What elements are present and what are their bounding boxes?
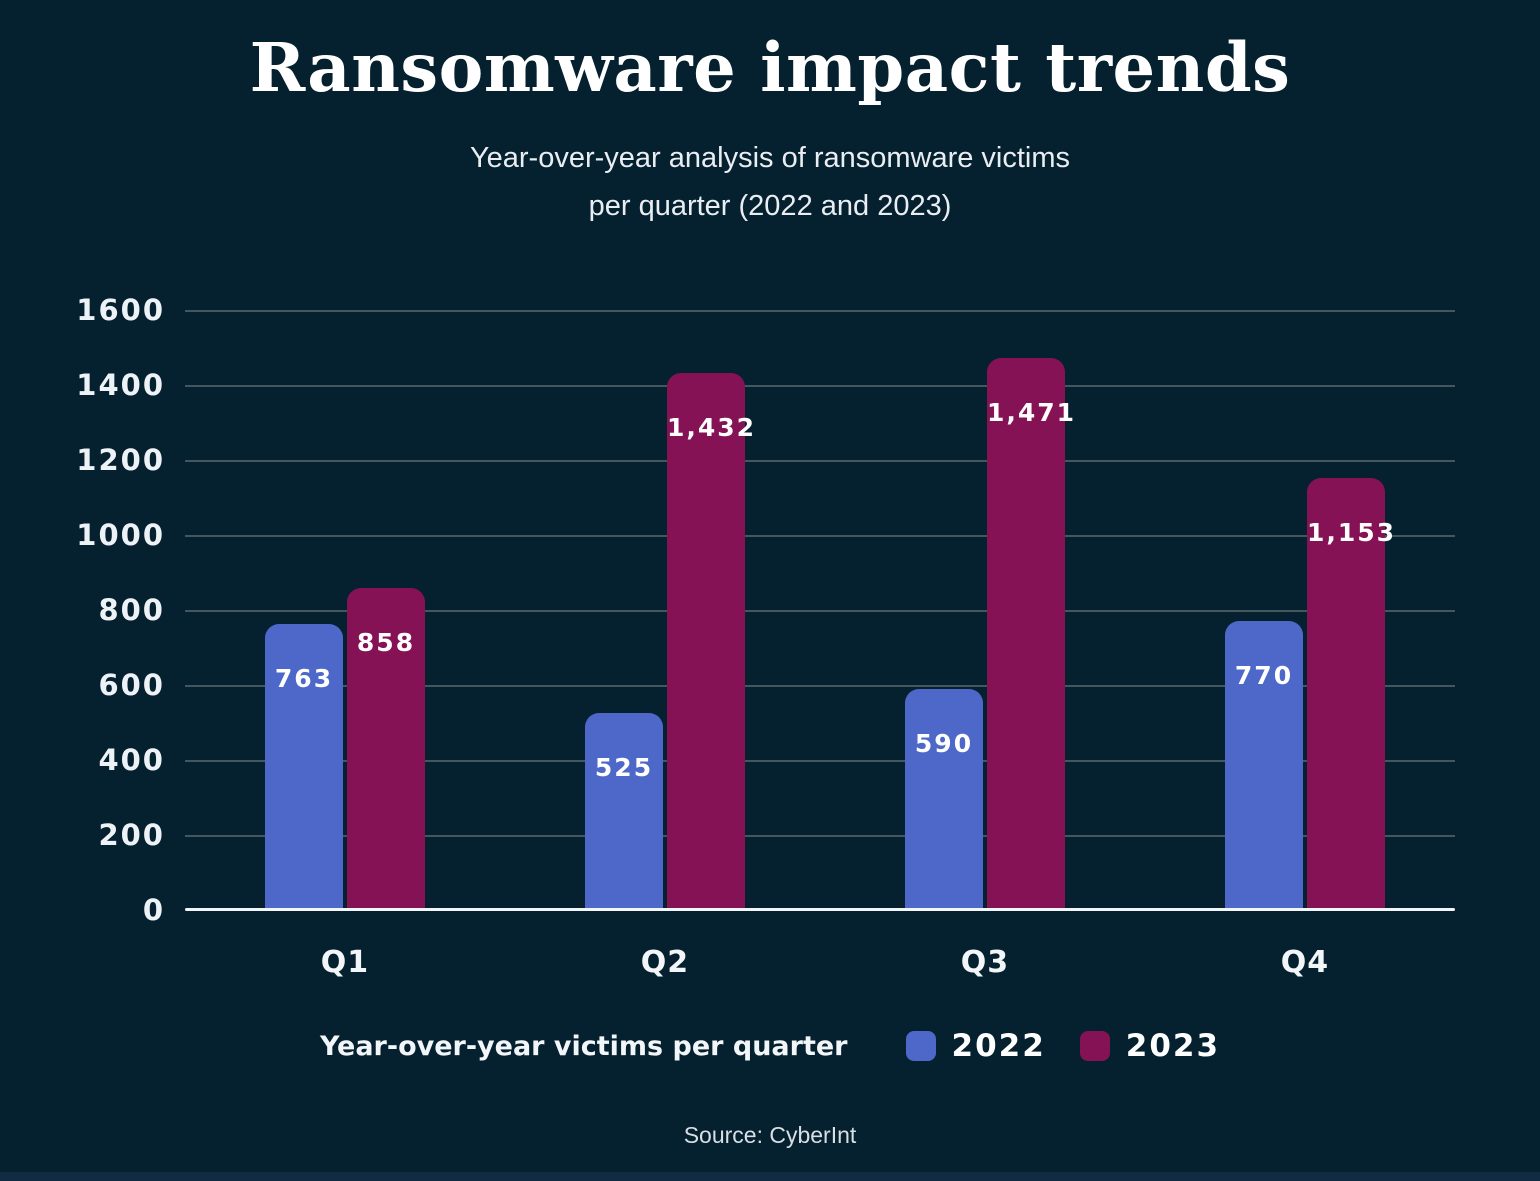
bar-value-label: 770 [1234, 661, 1294, 690]
bar-value-label: 525 [594, 753, 654, 782]
x-axis-line [185, 908, 1455, 911]
chart-subtitle-line2: per quarter (2022 and 2023) [588, 190, 952, 222]
gridline [185, 310, 1455, 312]
bar-2022-q4: 770 [1225, 621, 1303, 910]
legend: Year-over-year victims per quarter 2022 … [0, 1022, 1540, 1070]
x-tick-label-q2: Q2 [640, 945, 690, 980]
legend-title: Year-over-year victims per quarter [319, 1030, 848, 1062]
chart-subtitle-line1: Year-over-year analysis of ransomware vi… [469, 142, 1071, 174]
x-tick-label-q4: Q4 [1280, 945, 1330, 980]
bar-value-label: 763 [274, 664, 334, 693]
bar-2023-q2: 1,432 [667, 373, 757, 910]
y-tick-label: 1000 [76, 518, 165, 552]
legend-label-2022: 2022 [951, 1028, 1046, 1064]
chart-subtitle: Year-over-year analysis of ransomware vi… [0, 134, 1540, 230]
bar-value-label: 590 [914, 729, 974, 758]
footer-strip [0, 1172, 1540, 1181]
source-credit: Source: CyberInt [683, 1122, 857, 1148]
gridline [185, 610, 1455, 612]
y-tick-label: 1400 [76, 368, 165, 402]
legend-item-2023: 2023 [1079, 1028, 1221, 1064]
y-tick-label: 600 [98, 668, 165, 702]
legend-swatch-2023 [1079, 1031, 1110, 1061]
y-tick-label: 1600 [76, 293, 165, 327]
bar-2023-q4: 1,153 [1307, 478, 1397, 910]
bar-value-label: 1,432 [667, 413, 757, 442]
bar-value-label: 858 [356, 628, 416, 657]
gridline [185, 460, 1455, 462]
plot-area: 1600 1400 1200 1000 800 600 400 200 0 76… [76, 293, 1455, 980]
y-tick-label: 400 [98, 743, 165, 777]
legend-item-2022: 2022 [905, 1028, 1046, 1064]
x-tick-label-q3: Q3 [960, 945, 1010, 980]
chart-title: Ransomware impact trends [249, 28, 1291, 107]
gridline [185, 760, 1455, 762]
legend-swatch-2022 [905, 1031, 936, 1061]
y-tick-label: 1200 [76, 443, 165, 477]
y-tick-label: 800 [98, 593, 165, 627]
bar-value-label: 1,153 [1307, 518, 1397, 547]
y-tick-label: 200 [98, 818, 165, 852]
gridline [185, 685, 1455, 687]
bar-2022-q2: 525 [585, 713, 663, 910]
y-tick-label: 0 [142, 893, 165, 927]
bar-2023-q3: 1,471 [987, 358, 1077, 910]
gridline [185, 835, 1455, 837]
bar-2022-q1: 763 [265, 624, 343, 910]
bar-2022-q3: 590 [905, 689, 983, 910]
bar-value-label: 1,471 [987, 398, 1077, 427]
x-tick-label-q1: Q1 [320, 945, 370, 980]
gridline [185, 535, 1455, 537]
gridline [185, 385, 1455, 387]
legend-label-2023: 2023 [1125, 1028, 1221, 1064]
bar-2023-q1: 858 [347, 588, 425, 910]
